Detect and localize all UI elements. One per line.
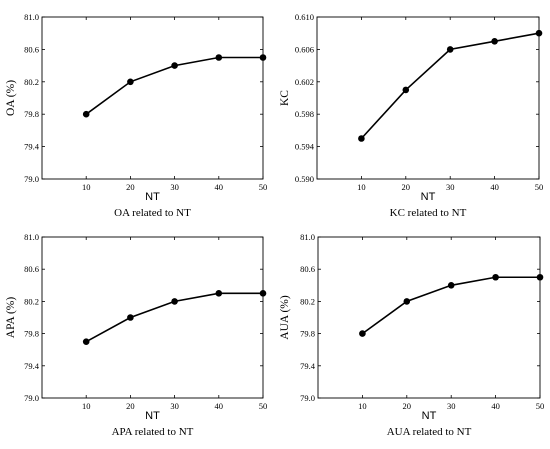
oa-data-point (82, 110, 90, 118)
oa-ytick-label: 80.6 (24, 44, 39, 54)
apa-ytick-label: 80.6 (24, 264, 39, 274)
apa-ytick-label: 81.0 (24, 232, 39, 242)
kc-data-point (491, 38, 498, 45)
aua-data-point (403, 298, 411, 305)
aua-ytick-label: 79.4 (300, 361, 316, 371)
oa-xlabel: NT (145, 191, 160, 203)
aua-data-point (359, 330, 366, 337)
kc-ytick-label: 0.594 (295, 142, 315, 152)
aua-ytick-label: 80.6 (300, 264, 315, 274)
apa-ytick-label: 79.0 (24, 393, 39, 403)
kc-ytick-label: 0.598 (295, 109, 314, 119)
kc-plot-frame (316, 16, 540, 180)
oa-xtick-label: 20 (126, 182, 135, 192)
oa-ytick-label: 79.0 (24, 174, 39, 184)
kc-xtick-label: 20 (402, 182, 411, 192)
oa-xtick-label: 40 (215, 182, 224, 192)
aua-ytick-label: 79.0 (300, 393, 315, 403)
kc-xtick-label: 40 (490, 182, 499, 192)
aua-xtick-label: 30 (447, 401, 456, 411)
aua-panel: 79.0 79.4 79.8 80.2 80.6 81.0 10 20 30 40 50 AUA (%… (279, 232, 544, 438)
oa-xtick-label: 30 (170, 182, 179, 192)
kc-ytick-label: 0.610 (295, 12, 314, 22)
kc-xlabel: NT (421, 191, 436, 203)
oa-data-point (215, 54, 223, 61)
oa-ylabel: OA (%) (5, 80, 17, 116)
kc-caption: KC related to NT (390, 207, 467, 219)
apa-xtick-label: 40 (215, 401, 224, 411)
oa-ytick-label: 81.0 (24, 12, 39, 22)
kc-data-point (535, 29, 543, 37)
aua-data-point (447, 282, 455, 289)
aua-ytick-label: 80.2 (300, 296, 315, 306)
kc-data-point (358, 135, 365, 142)
apa-data-point (215, 290, 223, 297)
oa-panel: 79.0 79.4 79.8 80.2 80.6 81.0 10 20 30 40 50 OA (%)… (5, 12, 267, 219)
apa-ytick-label: 79.8 (24, 329, 39, 339)
apa-plot-frame (41, 236, 264, 399)
kc-ytick-label: 0.590 (295, 174, 314, 184)
kc-ytick-label: 0.606 (295, 44, 314, 54)
oa-data-point (127, 78, 134, 86)
aua-xtick-label: 10 (358, 401, 367, 411)
oa-ytick-label: 79.8 (24, 109, 39, 119)
kc-ylabel: KC (279, 90, 291, 106)
apa-ylabel: APA (%) (5, 297, 17, 339)
aua-ylabel: AUA (%) (279, 295, 291, 340)
aua-data-point (492, 273, 499, 281)
apa-xtick-label: 20 (126, 401, 135, 411)
kc-xtick-label: 30 (446, 182, 455, 192)
aua-xlabel: NT (422, 410, 437, 422)
apa-data-point (127, 314, 134, 321)
aua-ytick-label: 81.0 (300, 232, 315, 242)
aua-data-point (536, 273, 544, 281)
oa-xtick-label: 10 (82, 182, 91, 192)
aua-xtick-label: 50 (536, 401, 545, 411)
kc-panel: 0.590 0.594 0.598 0.602 0.606 0.610 10 20 30 40 50… (279, 12, 543, 219)
oa-xtick-label: 50 (259, 182, 268, 192)
apa-xlabel: NT (145, 410, 160, 422)
apa-xtick-label: 50 (259, 401, 268, 411)
apa-panel: 79.0 79.4 79.8 80.2 80.6 81.0 10 20 30 40 50 APA (%… (5, 232, 267, 438)
oa-plot-frame (41, 16, 264, 180)
apa-data-point (82, 338, 90, 345)
apa-ytick-label: 79.4 (24, 361, 40, 371)
apa-xtick-label: 10 (82, 401, 91, 411)
apa-ytick-label: 80.2 (24, 296, 39, 306)
apa-caption: APA related to NT (112, 426, 194, 438)
kc-ytick-label: 0.602 (295, 77, 314, 87)
kc-data-point (446, 46, 454, 53)
aua-xtick-label: 40 (491, 401, 500, 411)
kc-xtick-label: 10 (357, 182, 366, 192)
kc-xtick-label: 50 (535, 182, 544, 192)
oa-ytick-label: 79.4 (24, 142, 40, 152)
oa-data-point (259, 54, 267, 61)
oa-data-point (171, 62, 178, 69)
aua-plot-frame (317, 236, 541, 399)
oa-ytick-label: 80.2 (24, 77, 39, 87)
aua-caption: AUA related to NT (387, 426, 472, 438)
apa-xtick-label: 30 (170, 401, 179, 411)
oa-caption: OA related to NT (114, 207, 191, 219)
apa-data-point (171, 298, 178, 305)
kc-data-point (402, 86, 410, 94)
aua-ytick-label: 79.8 (300, 329, 315, 339)
apa-data-point (259, 290, 267, 297)
aua-xtick-label: 20 (403, 401, 412, 411)
